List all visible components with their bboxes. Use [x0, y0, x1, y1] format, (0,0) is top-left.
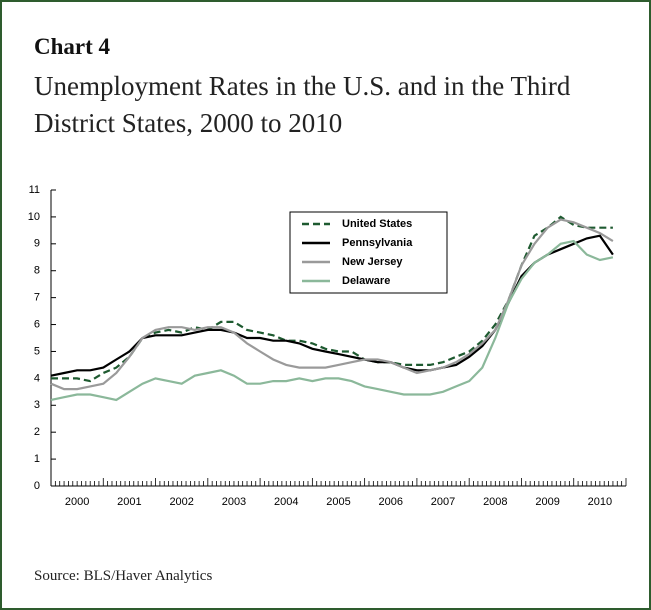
- x-tick-label: 2003: [222, 496, 246, 508]
- y-tick-label: 2: [34, 426, 40, 438]
- legend-box: [289, 211, 448, 294]
- chart-subtitle: Unemployment Rates in the U.S. and in th…: [34, 71, 571, 138]
- y-tick-label: 3: [34, 399, 40, 411]
- y-tick-label: 9: [34, 238, 40, 250]
- legend-label: New Jersey: [342, 256, 403, 268]
- y-tick-label: 8: [34, 265, 40, 277]
- series-line: [50, 218, 614, 391]
- x-tick-label: 2002: [169, 496, 193, 508]
- x-tick-label: 2010: [588, 496, 612, 508]
- y-tick-label: 1: [34, 453, 40, 465]
- y-tick-label: 11: [29, 184, 40, 196]
- source-note: Source: BLS/Haver Analytics: [34, 568, 213, 584]
- legend-label: Pennsylvania: [342, 237, 413, 249]
- x-tick-label: 2000: [65, 496, 89, 508]
- x-tick-label: 2005: [326, 496, 350, 508]
- x-tick-label: 2001: [117, 496, 141, 508]
- chart-title: Chart 4: [34, 34, 111, 59]
- x-tick-label: 2004: [274, 496, 298, 508]
- y-tick-label: 7: [34, 292, 40, 304]
- x-tick-label: 2008: [483, 496, 507, 508]
- x-tick-label: 2007: [431, 496, 455, 508]
- y-tick-label: 6: [34, 318, 40, 330]
- y-tick-label: 4: [34, 372, 40, 384]
- x-tick-label: 2006: [379, 496, 403, 508]
- legend-label: United States: [342, 218, 412, 230]
- y-tick-label: 5: [34, 345, 40, 357]
- series-line: [50, 239, 614, 402]
- y-tick-label: 10: [28, 211, 40, 223]
- legend-label: Delaware: [342, 275, 390, 287]
- y-tick-label: 0: [34, 480, 40, 492]
- x-tick-label: 2009: [535, 496, 559, 508]
